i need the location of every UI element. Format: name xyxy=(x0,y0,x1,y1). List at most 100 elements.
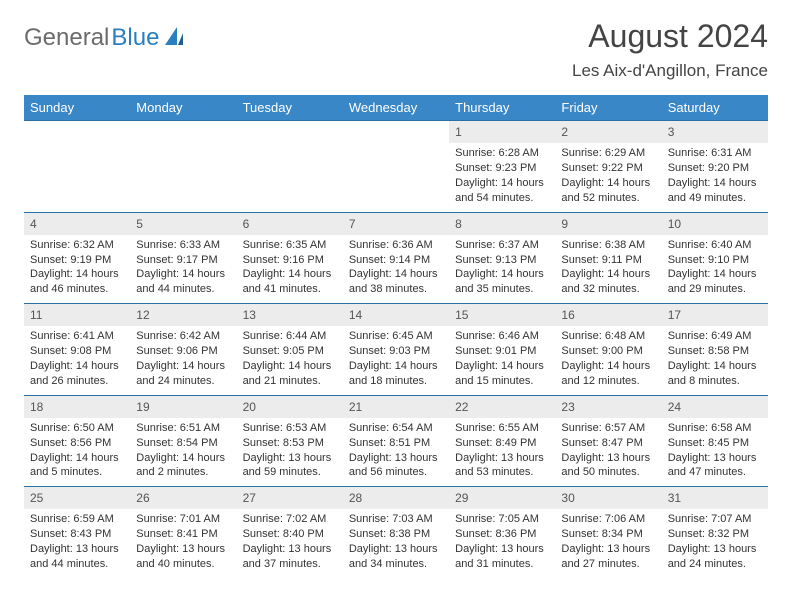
day-number: 15 xyxy=(449,304,555,326)
day-details: Sunrise: 6:40 AMSunset: 9:10 PMDaylight:… xyxy=(662,235,768,303)
day-number: 31 xyxy=(662,487,768,509)
calendar-day-cell: 25Sunrise: 6:59 AMSunset: 8:43 PMDayligh… xyxy=(24,487,130,578)
brand-part2: Blue xyxy=(111,24,159,52)
calendar-day-cell: 14Sunrise: 6:45 AMSunset: 9:03 PMDayligh… xyxy=(343,304,449,396)
calendar-day-cell xyxy=(130,121,236,213)
calendar-header-row: SundayMondayTuesdayWednesdayThursdayFrid… xyxy=(24,95,768,121)
day-number: 20 xyxy=(237,396,343,418)
day-details: Sunrise: 6:49 AMSunset: 8:58 PMDaylight:… xyxy=(662,326,768,394)
day-number: 22 xyxy=(449,396,555,418)
day-details: Sunrise: 6:59 AMSunset: 8:43 PMDaylight:… xyxy=(24,509,130,577)
day-details: Sunrise: 6:31 AMSunset: 9:20 PMDaylight:… xyxy=(662,143,768,211)
day-details: Sunrise: 6:58 AMSunset: 8:45 PMDaylight:… xyxy=(662,418,768,486)
calendar-day-cell xyxy=(237,121,343,213)
calendar-day-cell: 5Sunrise: 6:33 AMSunset: 9:17 PMDaylight… xyxy=(130,212,236,304)
brand-part1: General xyxy=(24,24,109,52)
day-number: 9 xyxy=(555,213,661,235)
brand-logo: GeneralBlue xyxy=(24,24,185,52)
day-details: Sunrise: 6:36 AMSunset: 9:14 PMDaylight:… xyxy=(343,235,449,303)
day-number: 14 xyxy=(343,304,449,326)
day-number: 27 xyxy=(237,487,343,509)
day-number: 10 xyxy=(662,213,768,235)
calendar-day-cell: 1Sunrise: 6:28 AMSunset: 9:23 PMDaylight… xyxy=(449,121,555,213)
day-details: Sunrise: 6:32 AMSunset: 9:19 PMDaylight:… xyxy=(24,235,130,303)
day-details: Sunrise: 6:33 AMSunset: 9:17 PMDaylight:… xyxy=(130,235,236,303)
day-number: 30 xyxy=(555,487,661,509)
day-number: 7 xyxy=(343,213,449,235)
calendar-day-cell: 12Sunrise: 6:42 AMSunset: 9:06 PMDayligh… xyxy=(130,304,236,396)
calendar-day-cell: 31Sunrise: 7:07 AMSunset: 8:32 PMDayligh… xyxy=(662,487,768,578)
day-details: Sunrise: 6:51 AMSunset: 8:54 PMDaylight:… xyxy=(130,418,236,486)
day-number: 11 xyxy=(24,304,130,326)
calendar-day-cell: 3Sunrise: 6:31 AMSunset: 9:20 PMDaylight… xyxy=(662,121,768,213)
calendar-day-cell: 7Sunrise: 6:36 AMSunset: 9:14 PMDaylight… xyxy=(343,212,449,304)
day-details: Sunrise: 7:02 AMSunset: 8:40 PMDaylight:… xyxy=(237,509,343,577)
calendar-day-cell: 6Sunrise: 6:35 AMSunset: 9:16 PMDaylight… xyxy=(237,212,343,304)
day-number: 3 xyxy=(662,121,768,143)
calendar-day-cell: 16Sunrise: 6:48 AMSunset: 9:00 PMDayligh… xyxy=(555,304,661,396)
calendar-day-cell xyxy=(343,121,449,213)
day-details: Sunrise: 6:48 AMSunset: 9:00 PMDaylight:… xyxy=(555,326,661,394)
calendar-day-cell: 29Sunrise: 7:05 AMSunset: 8:36 PMDayligh… xyxy=(449,487,555,578)
day-number: 4 xyxy=(24,213,130,235)
location: Les Aix-d'Angillon, France xyxy=(572,61,768,81)
day-details: Sunrise: 6:41 AMSunset: 9:08 PMDaylight:… xyxy=(24,326,130,394)
calendar-day-cell xyxy=(24,121,130,213)
calendar-day-cell: 15Sunrise: 6:46 AMSunset: 9:01 PMDayligh… xyxy=(449,304,555,396)
day-details: Sunrise: 6:50 AMSunset: 8:56 PMDaylight:… xyxy=(24,418,130,486)
day-details: Sunrise: 6:46 AMSunset: 9:01 PMDaylight:… xyxy=(449,326,555,394)
calendar-day-cell: 17Sunrise: 6:49 AMSunset: 8:58 PMDayligh… xyxy=(662,304,768,396)
day-number: 13 xyxy=(237,304,343,326)
calendar-day-cell: 30Sunrise: 7:06 AMSunset: 8:34 PMDayligh… xyxy=(555,487,661,578)
calendar-day-cell: 9Sunrise: 6:38 AMSunset: 9:11 PMDaylight… xyxy=(555,212,661,304)
day-number: 25 xyxy=(24,487,130,509)
day-number: 6 xyxy=(237,213,343,235)
calendar-day-cell: 27Sunrise: 7:02 AMSunset: 8:40 PMDayligh… xyxy=(237,487,343,578)
calendar-body: 1Sunrise: 6:28 AMSunset: 9:23 PMDaylight… xyxy=(24,121,768,578)
calendar-day-cell: 18Sunrise: 6:50 AMSunset: 8:56 PMDayligh… xyxy=(24,395,130,487)
day-details: Sunrise: 7:06 AMSunset: 8:34 PMDaylight:… xyxy=(555,509,661,577)
calendar-day-cell: 22Sunrise: 6:55 AMSunset: 8:49 PMDayligh… xyxy=(449,395,555,487)
calendar-week-row: 25Sunrise: 6:59 AMSunset: 8:43 PMDayligh… xyxy=(24,487,768,578)
day-details: Sunrise: 7:03 AMSunset: 8:38 PMDaylight:… xyxy=(343,509,449,577)
day-number: 28 xyxy=(343,487,449,509)
day-details: Sunrise: 6:55 AMSunset: 8:49 PMDaylight:… xyxy=(449,418,555,486)
day-details: Sunrise: 7:07 AMSunset: 8:32 PMDaylight:… xyxy=(662,509,768,577)
calendar-day-cell: 8Sunrise: 6:37 AMSunset: 9:13 PMDaylight… xyxy=(449,212,555,304)
day-number: 2 xyxy=(555,121,661,143)
calendar-day-cell: 13Sunrise: 6:44 AMSunset: 9:05 PMDayligh… xyxy=(237,304,343,396)
day-number: 12 xyxy=(130,304,236,326)
calendar-week-row: 1Sunrise: 6:28 AMSunset: 9:23 PMDaylight… xyxy=(24,121,768,213)
day-details: Sunrise: 6:57 AMSunset: 8:47 PMDaylight:… xyxy=(555,418,661,486)
day-details: Sunrise: 6:44 AMSunset: 9:05 PMDaylight:… xyxy=(237,326,343,394)
day-number: 21 xyxy=(343,396,449,418)
calendar-week-row: 4Sunrise: 6:32 AMSunset: 9:19 PMDaylight… xyxy=(24,212,768,304)
day-details: Sunrise: 6:35 AMSunset: 9:16 PMDaylight:… xyxy=(237,235,343,303)
sail-icon xyxy=(163,25,185,52)
calendar-day-cell: 4Sunrise: 6:32 AMSunset: 9:19 PMDaylight… xyxy=(24,212,130,304)
calendar-day-cell: 10Sunrise: 6:40 AMSunset: 9:10 PMDayligh… xyxy=(662,212,768,304)
day-details: Sunrise: 6:54 AMSunset: 8:51 PMDaylight:… xyxy=(343,418,449,486)
day-details: Sunrise: 6:28 AMSunset: 9:23 PMDaylight:… xyxy=(449,143,555,211)
day-number: 23 xyxy=(555,396,661,418)
day-details: Sunrise: 6:37 AMSunset: 9:13 PMDaylight:… xyxy=(449,235,555,303)
calendar-day-cell: 2Sunrise: 6:29 AMSunset: 9:22 PMDaylight… xyxy=(555,121,661,213)
day-details: Sunrise: 7:01 AMSunset: 8:41 PMDaylight:… xyxy=(130,509,236,577)
calendar-day-cell: 24Sunrise: 6:58 AMSunset: 8:45 PMDayligh… xyxy=(662,395,768,487)
weekday-header: Wednesday xyxy=(343,95,449,121)
calendar-day-cell: 21Sunrise: 6:54 AMSunset: 8:51 PMDayligh… xyxy=(343,395,449,487)
day-number: 29 xyxy=(449,487,555,509)
calendar-day-cell: 19Sunrise: 6:51 AMSunset: 8:54 PMDayligh… xyxy=(130,395,236,487)
title-block: August 2024 Les Aix-d'Angillon, France xyxy=(572,18,768,81)
calendar-day-cell: 20Sunrise: 6:53 AMSunset: 8:53 PMDayligh… xyxy=(237,395,343,487)
weekday-header: Thursday xyxy=(449,95,555,121)
day-number: 19 xyxy=(130,396,236,418)
header: GeneralBlue August 2024 Les Aix-d'Angill… xyxy=(24,18,768,81)
day-details: Sunrise: 6:53 AMSunset: 8:53 PMDaylight:… xyxy=(237,418,343,486)
month-title: August 2024 xyxy=(572,18,768,55)
calendar-day-cell: 28Sunrise: 7:03 AMSunset: 8:38 PMDayligh… xyxy=(343,487,449,578)
day-number: 24 xyxy=(662,396,768,418)
day-number: 1 xyxy=(449,121,555,143)
day-details: Sunrise: 6:45 AMSunset: 9:03 PMDaylight:… xyxy=(343,326,449,394)
weekday-header: Monday xyxy=(130,95,236,121)
